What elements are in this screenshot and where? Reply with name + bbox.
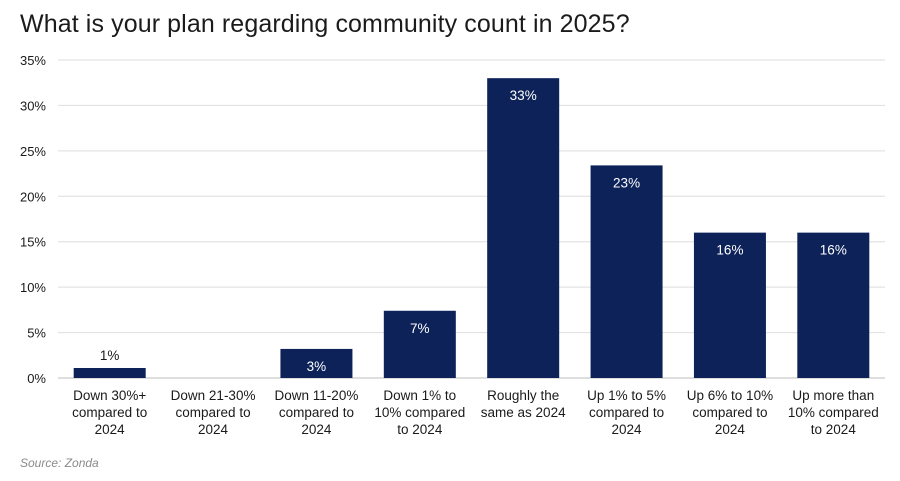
data-label: 7% xyxy=(410,321,430,336)
bar xyxy=(693,232,766,378)
y-tick-label: 20% xyxy=(20,189,46,204)
data-label: 16% xyxy=(820,243,847,258)
source-note: Source: Zonda xyxy=(20,456,99,470)
y-tick-label: 5% xyxy=(27,326,46,341)
y-tick-label: 30% xyxy=(20,98,46,113)
x-category-label: Up 1% to 5% compared to 2024 xyxy=(587,388,666,437)
data-label: 3% xyxy=(307,359,327,374)
x-category-label: Down 1% to 10% compared to 2024 xyxy=(374,388,465,437)
data-label: 23% xyxy=(613,175,640,190)
x-category-label: Up 6% to 10% compared to 2024 xyxy=(687,388,773,437)
bar xyxy=(383,310,456,378)
gridlines xyxy=(58,59,885,379)
bar xyxy=(797,232,870,378)
y-tick-label: 25% xyxy=(20,144,46,159)
y-axis-ticks: 0% 5% 10% 15% 20% 25% 30% 35% xyxy=(20,53,46,386)
y-tick-label: 35% xyxy=(20,53,46,68)
bar xyxy=(280,348,353,378)
x-category-label: Roughly the same as 2024 xyxy=(481,388,566,420)
y-tick-label: 0% xyxy=(27,371,46,386)
x-category-label: Down 30%+ compared to 2024 xyxy=(72,388,147,437)
x-category-label: Down 21-30% compared to 2024 xyxy=(171,388,256,437)
data-label: 1% xyxy=(100,348,120,363)
data-label: 16% xyxy=(716,243,743,258)
data-labels: 1% 3% 7% 33% 23% 16% 16% xyxy=(100,88,847,374)
bar xyxy=(73,368,146,378)
x-category-label: Down 11-20% compared to 2024 xyxy=(275,388,359,437)
y-tick-label: 10% xyxy=(20,280,46,295)
x-axis-categories: Down 30%+ compared to 2024 Down 21-30% compa… xyxy=(72,388,879,437)
data-label: 33% xyxy=(510,88,537,103)
bars xyxy=(73,78,870,379)
chart-title: What is your plan regarding community co… xyxy=(20,10,630,38)
y-tick-label: 15% xyxy=(20,235,46,250)
bar xyxy=(590,165,663,378)
bar xyxy=(487,78,560,379)
x-category-label: Up more than 10% compared to 2024 xyxy=(788,388,879,437)
